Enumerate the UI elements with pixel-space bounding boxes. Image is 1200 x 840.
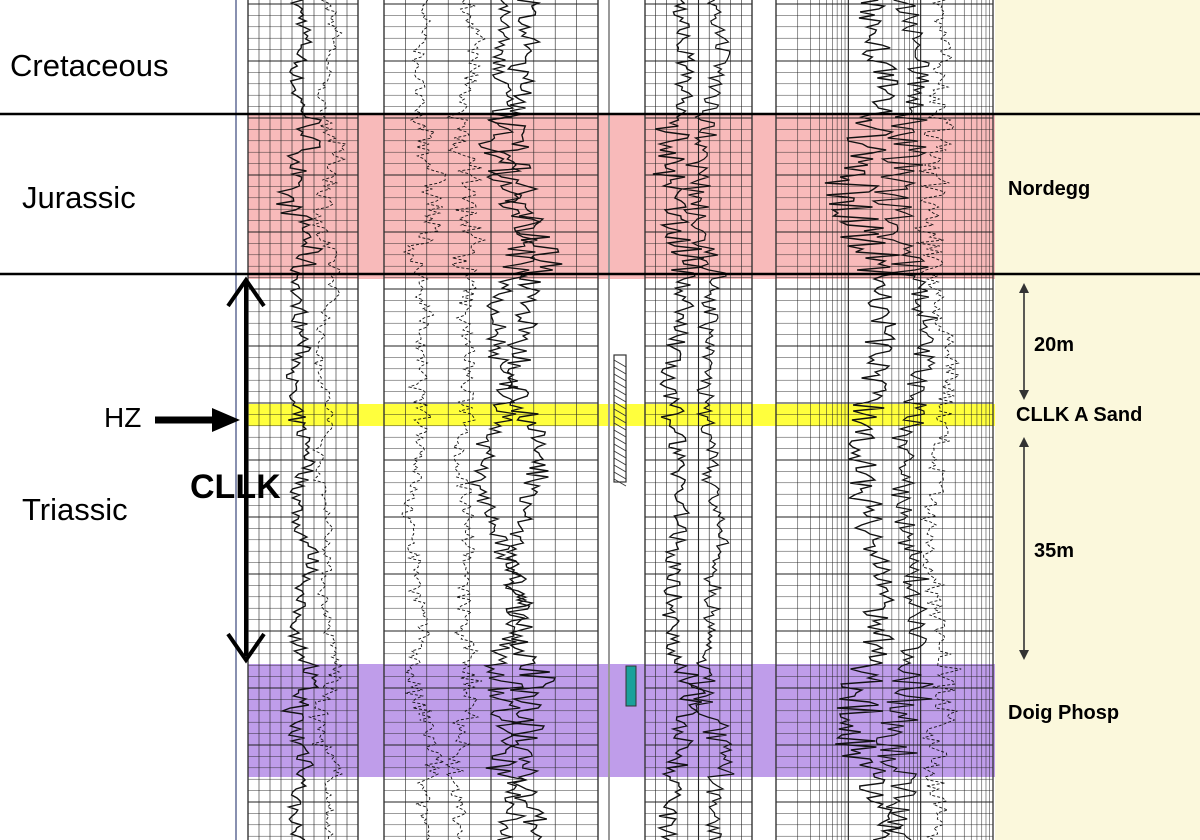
log-curve-8	[682, 0, 735, 840]
period-label-jurassic: Jurassic	[22, 180, 136, 215]
track-grid-2	[383, 0, 599, 840]
log-curve-1	[276, 0, 324, 840]
formation-label-cllk-a-sand: CLLK A Sand	[1016, 404, 1143, 426]
core-hatch	[613, 387, 627, 396]
core-hatch	[613, 436, 627, 445]
core-hatch	[613, 443, 627, 452]
thickness-arrow-upper-head-top	[1019, 283, 1029, 293]
formation-label-doig-phosp: Doig Phosp	[1008, 702, 1120, 724]
core-hatch	[613, 401, 627, 410]
core-hatch	[613, 380, 627, 389]
center-column-line	[608, 0, 610, 840]
log-curve-10	[871, 0, 939, 840]
thickness-arrow-lower-head-top	[1019, 437, 1029, 447]
cllk-interval-label: CLLK	[190, 468, 281, 506]
thickness-label-lower: 35m	[1034, 540, 1075, 562]
log-curve-11	[914, 0, 962, 840]
hz-label: HZ	[104, 402, 142, 433]
core-interval-box	[613, 354, 627, 483]
core-hatch	[613, 422, 627, 431]
period-label-triassic: Triassic	[22, 492, 128, 527]
thickness-arrow-upper-head-bottom	[1019, 390, 1029, 400]
log-curve-2	[307, 0, 348, 840]
period-label-cretaceous: Cretaceous	[10, 48, 169, 83]
log-curve-4	[443, 0, 487, 840]
core-hatch	[613, 359, 627, 368]
core-hatch	[613, 457, 627, 466]
core-hatch	[613, 471, 627, 480]
cllk-span-arrow-head-top	[226, 276, 266, 308]
core-hatch	[613, 394, 627, 403]
right-panel	[995, 0, 1200, 840]
core-hatch	[613, 373, 627, 382]
core-hatch	[613, 415, 627, 424]
core-hatch	[613, 366, 627, 375]
cllk-a-sand-band	[248, 404, 995, 426]
log-curve-6	[483, 0, 563, 840]
log-curve-7	[652, 0, 707, 840]
core-hatch	[613, 450, 627, 459]
log-curve-3	[401, 0, 447, 840]
doig-core-marker	[625, 665, 637, 707]
doig-phosp-band	[248, 664, 995, 777]
core-hatch	[613, 408, 627, 417]
core-hatch	[613, 429, 627, 438]
hz-arrow-head	[212, 408, 240, 432]
log-curve-9	[824, 0, 902, 840]
thickness-arrow-lower-head-bottom	[1019, 650, 1029, 660]
log-curve-5	[467, 0, 545, 840]
cllk-span-arrow-head-bottom	[226, 632, 266, 664]
formation-label-nordegg: Nordegg	[1008, 178, 1091, 200]
nordegg-band	[248, 114, 995, 279]
core-hatch	[613, 478, 627, 487]
thickness-label-upper: 20m	[1034, 334, 1075, 356]
core-hatch	[613, 464, 627, 473]
